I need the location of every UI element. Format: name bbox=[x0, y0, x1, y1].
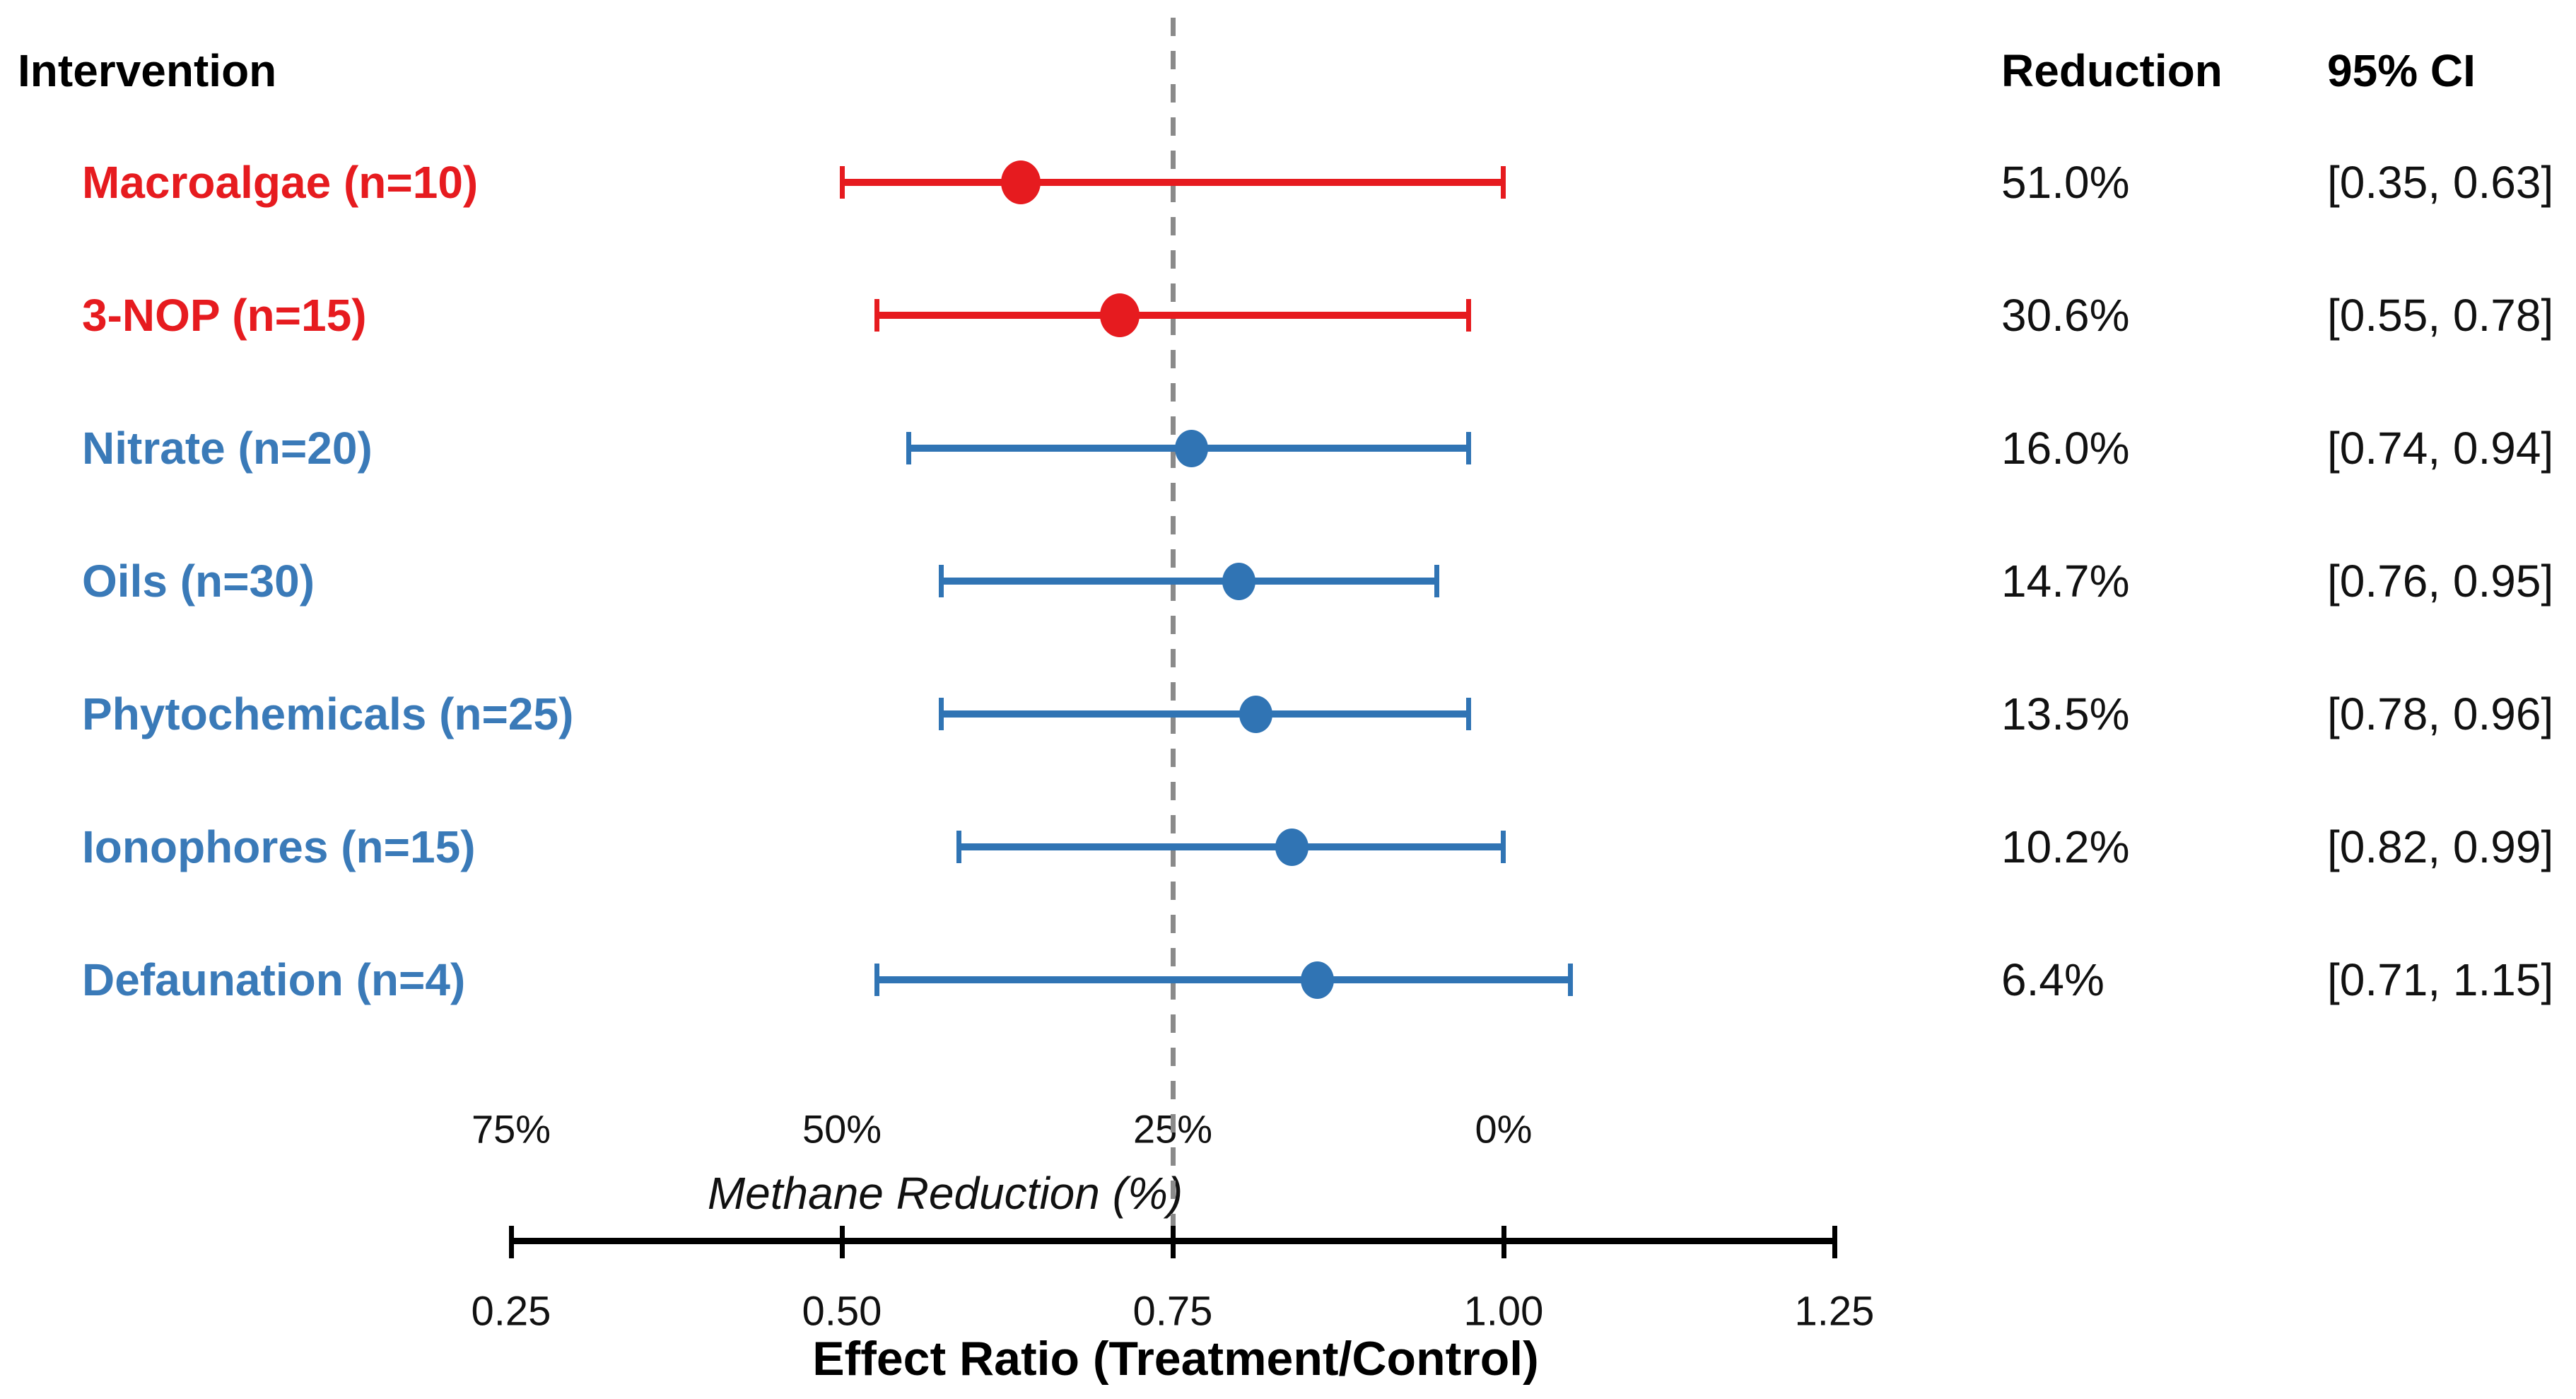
row-ci-value: [0.74, 0.94] bbox=[2327, 423, 2554, 474]
error-bar-cap-right bbox=[1434, 565, 1440, 597]
error-bar-cap-left bbox=[874, 299, 879, 332]
error-bar-line bbox=[941, 578, 1438, 585]
error-bar-line bbox=[876, 976, 1571, 983]
error-bar-cap-left bbox=[956, 831, 961, 863]
bottom-axis-tick bbox=[1501, 1226, 1506, 1258]
column-header-intervention: Intervention bbox=[18, 45, 277, 96]
row-ci-value: [0.78, 0.96] bbox=[2327, 689, 2554, 739]
row-label: Defaunation (n=4) bbox=[82, 954, 466, 1005]
top-axis-tick-label: 0% bbox=[1475, 1106, 1533, 1152]
column-header-reduction: Reduction bbox=[2001, 45, 2223, 96]
row-ci-value: [0.71, 1.15] bbox=[2327, 954, 2554, 1005]
row-label: Ionophores (n=15) bbox=[82, 821, 476, 872]
effect-point-marker bbox=[1174, 429, 1208, 467]
top-axis-tick-label: 50% bbox=[802, 1106, 882, 1152]
effect-point-marker bbox=[1275, 828, 1309, 866]
row-ci-value: [0.35, 0.63] bbox=[2327, 157, 2554, 208]
row-reduction-value: 16.0% bbox=[2001, 423, 2130, 474]
bottom-axis-tick bbox=[840, 1226, 845, 1258]
row-reduction-value: 14.7% bbox=[2001, 556, 2130, 607]
bottom-axis-tick-label: 1.25 bbox=[1794, 1288, 1875, 1335]
row-reduction-value: 10.2% bbox=[2001, 821, 2130, 872]
row-reduction-value: 51.0% bbox=[2001, 157, 2130, 208]
effect-point-marker bbox=[1100, 293, 1140, 337]
bottom-axis-tick-label: 1.00 bbox=[1463, 1288, 1544, 1335]
error-bar-line bbox=[842, 179, 1504, 186]
bottom-axis-tick-label: 0.50 bbox=[802, 1288, 882, 1335]
row-ci-value: [0.76, 0.95] bbox=[2327, 556, 2554, 607]
error-bar-cap-right bbox=[1501, 831, 1506, 863]
top-axis-tick-label: 75% bbox=[471, 1106, 551, 1152]
bottom-axis-tick-label: 0.75 bbox=[1132, 1288, 1213, 1335]
row-label: Nitrate (n=20) bbox=[82, 423, 373, 474]
error-bar-cap-right bbox=[1466, 299, 1472, 332]
effect-point-marker bbox=[1000, 160, 1041, 204]
row-ci-value: [0.82, 0.99] bbox=[2327, 821, 2554, 872]
error-bar-line bbox=[958, 843, 1504, 850]
bottom-axis-tick-label: 0.25 bbox=[471, 1288, 551, 1335]
row-ci-value: [0.55, 0.78] bbox=[2327, 290, 2554, 341]
error-bar-cap-left bbox=[874, 964, 879, 996]
error-bar-line bbox=[941, 710, 1470, 718]
reference-dashed-line bbox=[1171, 18, 1176, 1237]
error-bar-cap-left bbox=[906, 432, 911, 464]
row-label: Phytochemicals (n=25) bbox=[82, 689, 574, 739]
column-header-95ci: 95% CI bbox=[2327, 45, 2476, 96]
error-bar-cap-right bbox=[1501, 166, 1506, 199]
bottom-axis-label: Effect Ratio (Treatment/Control) bbox=[812, 1332, 1539, 1386]
top-axis-label: Methane Reduction (%) bbox=[707, 1168, 1183, 1219]
effect-point-marker bbox=[1239, 695, 1273, 733]
error-bar-cap-left bbox=[939, 698, 944, 730]
error-bar-cap-left bbox=[840, 166, 845, 199]
bottom-axis-tick bbox=[1171, 1226, 1176, 1258]
bottom-axis-tick bbox=[509, 1226, 514, 1258]
effect-point-marker bbox=[1222, 562, 1256, 600]
row-label: Macroalgae (n=10) bbox=[82, 157, 479, 208]
error-bar-cap-right bbox=[1466, 698, 1472, 730]
row-label: 3-NOP (n=15) bbox=[82, 290, 367, 341]
bottom-axis-tick bbox=[1832, 1226, 1837, 1258]
error-bar-cap-right bbox=[1568, 964, 1574, 996]
row-reduction-value: 30.6% bbox=[2001, 290, 2130, 341]
error-bar-cap-right bbox=[1466, 432, 1472, 464]
effect-point-marker bbox=[1300, 961, 1334, 999]
error-bar-cap-left bbox=[939, 565, 944, 597]
row-reduction-value: 6.4% bbox=[2001, 954, 2104, 1005]
error-bar-line bbox=[876, 312, 1470, 319]
row-reduction-value: 13.5% bbox=[2001, 689, 2130, 739]
row-label: Oils (n=30) bbox=[82, 556, 315, 607]
